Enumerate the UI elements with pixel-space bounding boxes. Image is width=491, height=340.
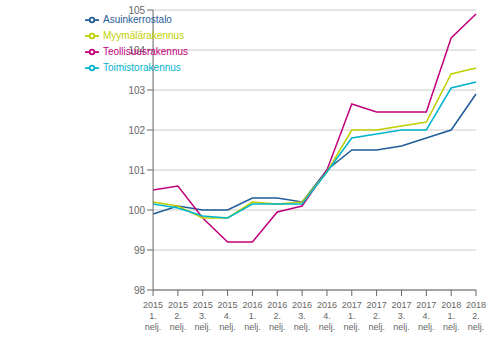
svg-text:98: 98	[134, 285, 146, 296]
svg-text:102: 102	[128, 125, 145, 136]
svg-text:104: 104	[128, 45, 145, 56]
svg-text:20174.nelj.: 20174.nelj.	[416, 300, 436, 332]
svg-text:101: 101	[128, 165, 145, 176]
svg-text:20152.nelj.: 20152.nelj.	[168, 300, 188, 332]
svg-text:20171.nelj.: 20171.nelj.	[342, 300, 362, 332]
svg-text:20154.nelj.: 20154.nelj.	[218, 300, 238, 332]
svg-text:20181.nelj.: 20181.nelj.	[441, 300, 461, 332]
svg-text:103: 103	[128, 85, 145, 96]
svg-text:100: 100	[128, 205, 145, 216]
svg-text:20151.nelj.: 20151.nelj.	[143, 300, 163, 332]
svg-text:20162.nelj.: 20162.nelj.	[267, 300, 287, 332]
svg-text:105: 105	[128, 5, 145, 16]
svg-text:20153.nelj.: 20153.nelj.	[193, 300, 213, 332]
svg-text:20161.nelj.: 20161.nelj.	[242, 300, 262, 332]
svg-text:20163.nelj.: 20163.nelj.	[292, 300, 312, 332]
svg-text:20182.nelj.: 20182.nelj.	[466, 300, 483, 332]
svg-text:20164.nelj.: 20164.nelj.	[317, 300, 337, 332]
svg-text:20173.nelj.: 20173.nelj.	[391, 300, 411, 332]
svg-text:99: 99	[134, 245, 146, 256]
svg-text:20172.nelj.: 20172.nelj.	[367, 300, 387, 332]
